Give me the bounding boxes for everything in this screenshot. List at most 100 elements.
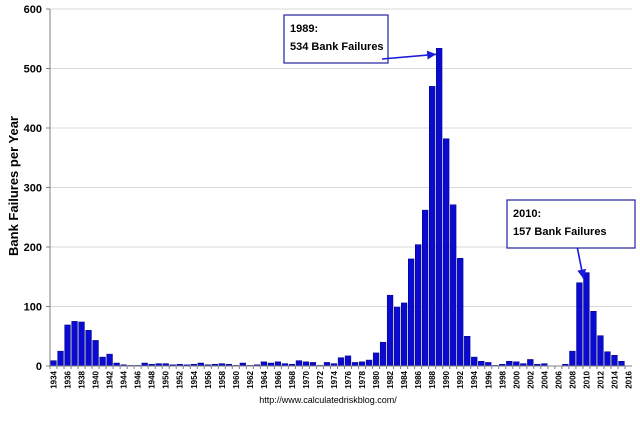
x-tick-label-1934: 1934 bbox=[50, 370, 59, 388]
x-tick-label-2000: 2000 bbox=[512, 370, 521, 388]
annotation-box-2010 bbox=[506, 199, 636, 249]
bar-2015 bbox=[618, 360, 625, 367]
x-tick-label-1998: 1998 bbox=[498, 370, 507, 388]
x-tick-label-1940: 1940 bbox=[92, 370, 101, 388]
x-tick-label-1972: 1972 bbox=[316, 370, 325, 388]
bar-1994 bbox=[471, 356, 478, 367]
bar-1966 bbox=[274, 361, 282, 367]
annotation-arrowhead-1989 bbox=[426, 50, 437, 60]
x-tick-label-2016: 2016 bbox=[624, 370, 633, 388]
bar-1975 bbox=[337, 357, 345, 367]
bar-1970 bbox=[302, 361, 310, 367]
bar-1984 bbox=[400, 302, 408, 367]
bar-1996 bbox=[485, 362, 492, 367]
y-tick-label-200: 200 bbox=[24, 242, 42, 254]
bar-2011 bbox=[590, 311, 597, 367]
y-tick-label-100: 100 bbox=[24, 302, 42, 314]
bar-1995 bbox=[478, 360, 485, 367]
bar-2014 bbox=[611, 355, 618, 367]
x-tick-label-1948: 1948 bbox=[148, 370, 157, 388]
bar-1978 bbox=[358, 361, 366, 367]
x-tick-label-1954: 1954 bbox=[190, 370, 199, 388]
axes bbox=[46, 8, 632, 369]
bar-1940 bbox=[92, 340, 99, 367]
bar-1981 bbox=[379, 341, 387, 367]
y-tick-label-500: 500 bbox=[24, 64, 42, 76]
x-tick-label-1984: 1984 bbox=[400, 370, 409, 388]
x-tick-label-2004: 2004 bbox=[540, 370, 549, 388]
bar-1935 bbox=[57, 350, 64, 367]
x-tick-label-1968: 1968 bbox=[288, 370, 297, 388]
x-tick-label-1952: 1952 bbox=[176, 370, 185, 388]
annotation-line2-2010: 157 Bank Failures bbox=[513, 226, 607, 238]
annotation-line1-1989: 1989: bbox=[290, 23, 318, 35]
x-tick-label-1994: 1994 bbox=[470, 370, 479, 388]
x-tick-label-1938: 1938 bbox=[78, 370, 87, 388]
annotation-2010: 2010: 157 Bank Failures bbox=[506, 199, 636, 279]
bar-1937 bbox=[71, 321, 78, 367]
x-tick-label-2010: 2010 bbox=[582, 370, 591, 388]
bar-1971 bbox=[309, 362, 317, 367]
x-tick-label-2012: 2012 bbox=[596, 370, 605, 388]
bar-1990 bbox=[443, 138, 450, 367]
bar-1977 bbox=[351, 362, 359, 367]
annotation-line2-1989: 534 Bank Failures bbox=[290, 41, 384, 53]
bar-1938 bbox=[78, 321, 85, 367]
x-tick-label-2008: 2008 bbox=[568, 370, 577, 388]
bar-1983 bbox=[393, 306, 401, 367]
y-tick-label-600: 600 bbox=[24, 4, 42, 16]
bar-1936 bbox=[64, 324, 71, 367]
x-tick-label-2006: 2006 bbox=[554, 370, 563, 388]
x-tick-labels: 1934 1936 1938 1940 1942 1944 1946 1948 1950 1952… bbox=[50, 370, 634, 388]
x-tick-label-1956: 1956 bbox=[204, 370, 213, 388]
bar-2002 bbox=[527, 359, 534, 367]
bar-1993 bbox=[464, 336, 471, 367]
bar-1973 bbox=[323, 362, 331, 367]
x-tick-label-1982: 1982 bbox=[386, 370, 395, 388]
x-tick-label-1960: 1960 bbox=[232, 370, 241, 388]
x-tick-label-1944: 1944 bbox=[120, 370, 129, 388]
x-tick-label-1970: 1970 bbox=[302, 370, 311, 388]
x-tick-label-2002: 2002 bbox=[526, 370, 535, 388]
bar-1989 bbox=[436, 48, 443, 367]
bar-1985 bbox=[408, 258, 415, 367]
x-tick-label-1964: 1964 bbox=[260, 370, 269, 388]
x-tick-label-2014: 2014 bbox=[610, 370, 619, 388]
x-tick-label-1990: 1990 bbox=[442, 370, 451, 388]
source-url: http://www.calculatedriskblog.com/ bbox=[259, 395, 397, 405]
x-tick-label-1996: 1996 bbox=[484, 370, 493, 388]
bar-2008 bbox=[569, 350, 576, 367]
y-tick-label-0: 0 bbox=[36, 361, 42, 373]
y-axis-label: Bank Failures per Year bbox=[6, 116, 21, 256]
bar-1934 bbox=[50, 360, 57, 367]
bar-1992 bbox=[457, 258, 464, 367]
bar-2010 bbox=[583, 272, 590, 367]
annotation-1989: 1989: 534 Bank Failures bbox=[283, 14, 437, 64]
bar-1964 bbox=[260, 361, 267, 367]
bar-1987 bbox=[422, 209, 429, 367]
bars bbox=[50, 48, 625, 367]
y-tick-label-300: 300 bbox=[24, 183, 42, 195]
x-tick-label-1950: 1950 bbox=[162, 370, 171, 388]
bar-1979 bbox=[365, 359, 373, 367]
bar-1976 bbox=[344, 355, 352, 367]
x-tick-label-1936: 1936 bbox=[64, 370, 73, 388]
bar-2000 bbox=[513, 361, 520, 367]
annotation-box-1989 bbox=[283, 14, 389, 64]
x-tick-label-1946: 1946 bbox=[134, 370, 143, 388]
x-tick-label-1986: 1986 bbox=[414, 370, 423, 388]
x-tick-label-1992: 1992 bbox=[456, 370, 465, 388]
bar-1980 bbox=[372, 352, 380, 367]
x-tick-label-1974: 1974 bbox=[330, 370, 339, 388]
x-tick-label-1980: 1980 bbox=[372, 370, 381, 388]
y-tick-label-400: 400 bbox=[24, 123, 42, 135]
x-tick-label-1988: 1988 bbox=[428, 370, 437, 388]
bar-2012 bbox=[597, 335, 604, 367]
bar-1941 bbox=[99, 356, 106, 367]
bar-1939 bbox=[85, 330, 92, 367]
bar-1991 bbox=[450, 204, 457, 367]
x-tick-label-1966: 1966 bbox=[274, 370, 283, 388]
x-tick-label-1962: 1962 bbox=[246, 370, 255, 388]
bar-1999 bbox=[506, 360, 513, 367]
